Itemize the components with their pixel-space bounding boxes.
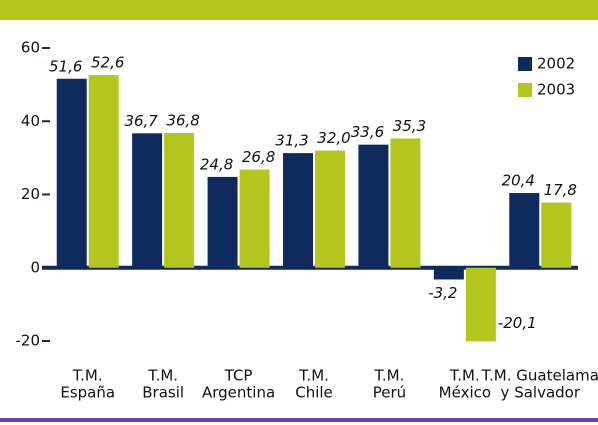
value-label: 35,3 <box>393 117 426 135</box>
x-tick-label: T.M. <box>147 367 178 385</box>
y-tick-label: 20 <box>21 185 40 203</box>
legend-label: 2002 <box>537 55 575 73</box>
bar <box>56 78 87 268</box>
x-tick-label: T.M. <box>449 367 480 385</box>
value-label: 52,6 <box>91 54 124 72</box>
x-tick-label: TCP <box>224 367 253 385</box>
value-label: -3,2 <box>428 284 457 302</box>
y-tick-label: 0 <box>30 258 40 276</box>
bar <box>207 176 238 268</box>
legend-swatch <box>518 57 532 71</box>
header-bar <box>0 0 598 20</box>
value-label: 32,0 <box>317 129 350 147</box>
bar <box>433 267 464 280</box>
y-tick-label: 60 <box>21 39 40 57</box>
bar <box>283 153 313 268</box>
x-tick-label: Chile <box>295 384 333 402</box>
bar <box>541 202 572 268</box>
x-tick-label: Brasil <box>142 384 184 402</box>
y-tick-label: -20 <box>16 332 41 350</box>
value-label: 36,8 <box>166 111 199 129</box>
bar <box>315 150 345 268</box>
footer-line <box>0 418 598 422</box>
value-label: 20,4 <box>502 172 535 190</box>
value-label: 17,8 <box>544 181 577 199</box>
bar <box>390 138 421 268</box>
bar <box>465 267 496 342</box>
x-tick-label: Argentina <box>202 384 275 402</box>
value-label: 31,3 <box>275 132 308 150</box>
value-label: 24,8 <box>200 155 233 173</box>
x-tick-label: T.M. <box>373 367 404 385</box>
x-tick-label: T.M. <box>72 367 103 385</box>
x-tick-label: Perú <box>373 384 406 402</box>
x-tick-label: y Salvador <box>501 384 581 402</box>
legend-label: 2003 <box>537 81 575 99</box>
value-label: -20,1 <box>498 314 537 332</box>
x-tick-label: T.M. <box>298 367 329 385</box>
value-label: 33,6 <box>351 123 384 141</box>
bar <box>358 144 389 268</box>
bar <box>239 169 270 268</box>
legend-swatch <box>518 83 532 97</box>
value-label: 26,8 <box>242 148 275 166</box>
bar <box>509 193 540 268</box>
x-tick-label: España <box>60 384 115 402</box>
x-tick-label: México <box>439 384 491 402</box>
bar <box>164 132 195 268</box>
value-label: 36,7 <box>124 112 158 130</box>
x-tick-label: T.M. Guatelama <box>481 367 598 385</box>
bar <box>132 133 163 268</box>
y-tick-label: 40 <box>21 112 40 130</box>
bar <box>88 75 119 268</box>
value-label: 51,6 <box>49 57 82 75</box>
